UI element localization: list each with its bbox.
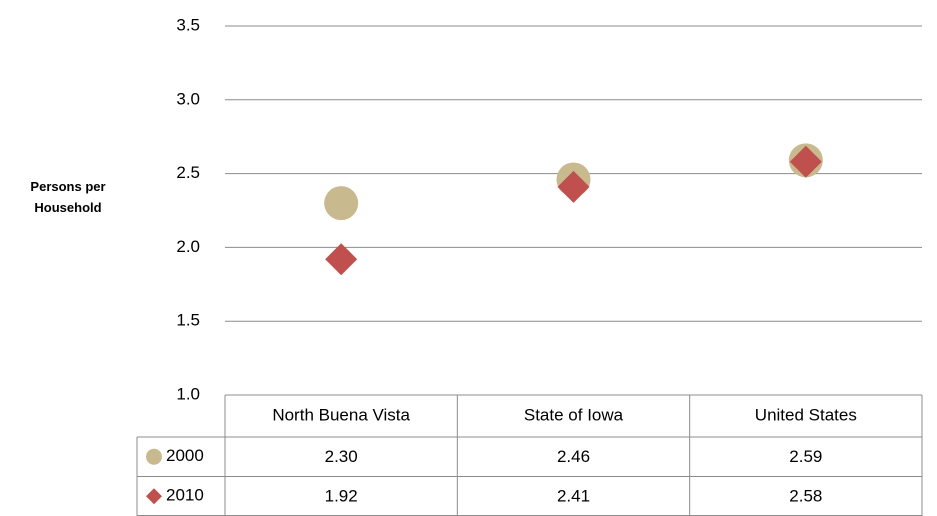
category-label: United States bbox=[755, 405, 857, 424]
table-value: 1.92 bbox=[325, 487, 358, 506]
marker-circle bbox=[324, 186, 359, 221]
marker-diamond bbox=[146, 488, 162, 505]
y-tick-label: 3.5 bbox=[176, 15, 200, 34]
y-axis-label: Persons per Household bbox=[30, 179, 106, 215]
marker-diamond bbox=[557, 170, 590, 203]
table-value: 2.58 bbox=[789, 487, 822, 506]
y-tick-label: 1.0 bbox=[176, 384, 200, 403]
y-tick-label: 3.0 bbox=[176, 89, 200, 108]
marker-diamond bbox=[789, 145, 822, 178]
y-tick-label: 1.5 bbox=[176, 311, 200, 330]
table-value: 2.30 bbox=[325, 447, 358, 466]
table-value: 2.59 bbox=[789, 447, 822, 466]
legend-label: 2000 bbox=[166, 446, 204, 465]
table-value: 2.46 bbox=[557, 447, 590, 466]
y-tick-label: 2.0 bbox=[176, 237, 200, 256]
category-label: North Buena Vista bbox=[272, 405, 410, 424]
marker-diamond bbox=[325, 243, 358, 276]
category-label: State of Iowa bbox=[524, 405, 624, 424]
legend-label: 2010 bbox=[166, 486, 204, 505]
table-value: 2.41 bbox=[557, 487, 590, 506]
y-tick-label: 2.5 bbox=[176, 163, 200, 182]
marker-circle bbox=[146, 448, 162, 465]
